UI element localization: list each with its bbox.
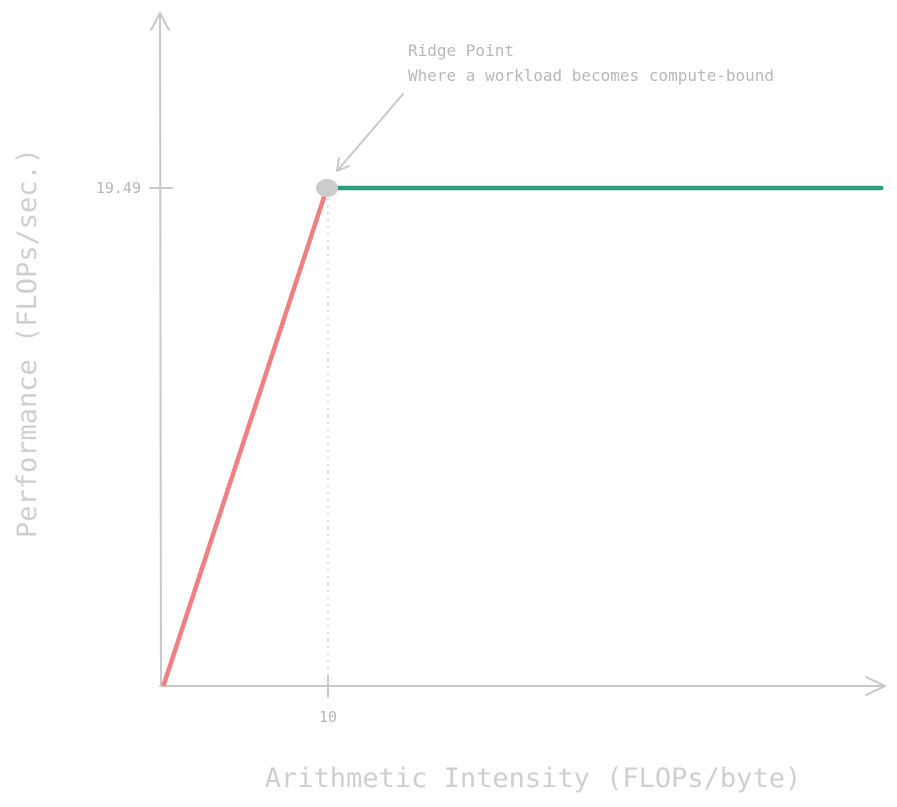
memory-bound-line [161,185,330,687]
annotation-arrow [336,93,404,172]
annotation-arrowhead [336,157,350,172]
annotation-title: Ridge Point [408,41,514,60]
x-axis-arrowhead [865,676,886,696]
x-axis-title: Arithmetic Intensity (FLOPs/byte) [265,763,801,794]
y-tick-label: 19.49 [96,179,141,197]
ridge-point-marker [316,179,338,197]
x-tick-label: 10 [319,708,337,726]
y-axis [159,13,162,687]
series-layer [161,185,884,687]
annotation-text: Where a workload becomes compute-bound [408,66,774,85]
y-axis-arrowhead [150,12,170,31]
y-axis-title: Performance (FLOPs/sec.) [12,148,43,538]
